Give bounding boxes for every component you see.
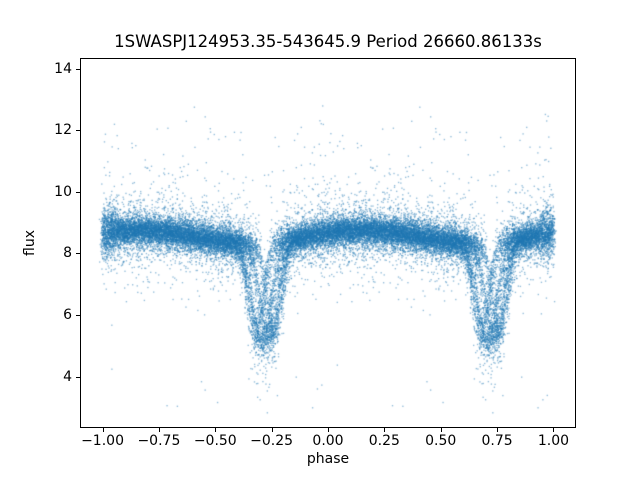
plot-title: 1SWASPJ124953.35-543645.9 Period 26660.8…: [114, 32, 542, 51]
x-tick-label: 0.00: [312, 433, 344, 449]
y-tick-label: 6: [63, 307, 72, 324]
x-tick-label: −0.75: [137, 433, 181, 449]
x-tick-label: 0.50: [425, 433, 457, 449]
x-tick-mark: [553, 428, 555, 432]
y-tick-label: 12: [54, 122, 72, 139]
y-tick-mark: [76, 130, 80, 132]
x-tick-label: 0.25: [368, 433, 400, 449]
y-tick-label: 8: [63, 245, 72, 262]
x-tick-label: −1.00: [81, 433, 124, 449]
y-tick-mark: [76, 253, 80, 255]
y-axis-label: flux: [22, 230, 38, 256]
y-tick-mark: [76, 315, 80, 317]
x-tick-label: −0.50: [193, 433, 237, 449]
y-tick-label: 4: [63, 368, 72, 385]
scatter-points-canvas: [80, 58, 576, 428]
x-axis-label: phase: [306, 451, 350, 467]
x-tick-mark: [158, 428, 160, 432]
y-tick-mark: [76, 191, 80, 193]
x-tick-label: −0.25: [250, 433, 294, 449]
x-tick-label: 1.00: [537, 433, 570, 449]
x-tick-mark: [102, 428, 104, 432]
y-tick-mark: [76, 68, 80, 70]
x-tick-mark: [215, 428, 217, 432]
x-tick-mark: [497, 428, 499, 432]
x-tick-mark: [271, 428, 273, 432]
x-tick-mark: [440, 428, 442, 432]
x-tick-mark: [384, 428, 386, 432]
y-tick-label: 10: [54, 183, 72, 200]
y-tick-label: 14: [54, 60, 72, 77]
x-tick-label: 0.75: [481, 433, 513, 449]
y-tick-mark: [76, 376, 80, 378]
x-tick-mark: [328, 428, 329, 432]
